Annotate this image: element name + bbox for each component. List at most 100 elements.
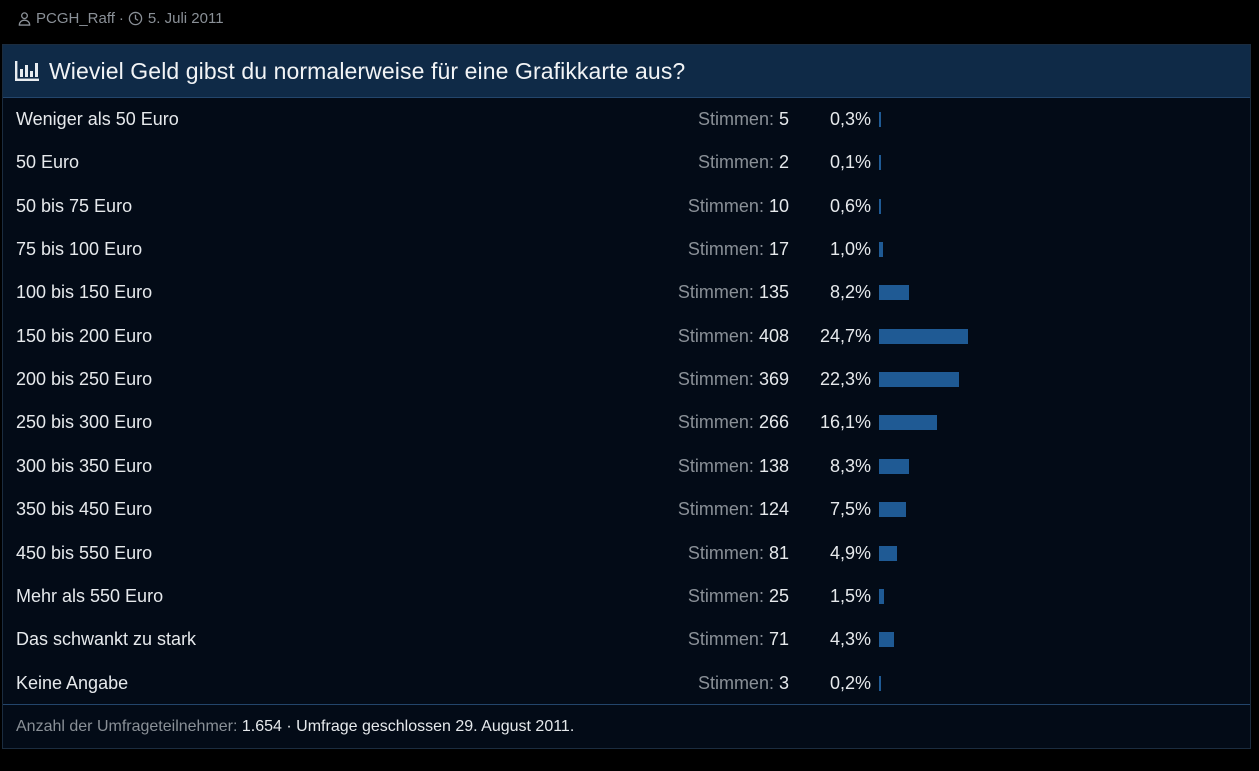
votes-label: Stimmen: bbox=[677, 369, 754, 390]
poll-footer: Anzahl der Umfrageteilnehmer: 1.654 · Um… bbox=[3, 704, 1250, 748]
poll-answer-percent: 8,2% bbox=[829, 282, 871, 303]
poll-bar-track bbox=[879, 458, 1239, 474]
poll-answer-row: 75 bis 100 Euro Stimmen: 17 1,0% bbox=[3, 228, 1250, 271]
votes-count: 124 bbox=[758, 499, 789, 520]
poll-answer-label: Weniger als 50 Euro bbox=[16, 109, 179, 129]
poll-answer-row: 300 bis 350 Euro Stimmen: 138 8,3% bbox=[3, 445, 1250, 488]
poll-bar-fill bbox=[879, 458, 909, 474]
poll-answer-votes: Stimmen: 369 bbox=[678, 369, 789, 390]
votes-label: Stimmen: bbox=[697, 672, 774, 693]
poll-answer-label: 50 bis 75 Euro bbox=[16, 195, 133, 216]
clock-icon bbox=[128, 10, 144, 26]
votes-label: Stimmen: bbox=[687, 629, 764, 650]
poll-bar-fill bbox=[879, 632, 895, 648]
votes-count: 71 bbox=[768, 629, 789, 650]
poll-answer-row: 450 bis 550 Euro Stimmen: 81 4,9% bbox=[3, 532, 1250, 575]
votes-count: 10 bbox=[768, 195, 789, 216]
poll-answer-label: 50 Euro bbox=[16, 152, 80, 173]
votes-count: 17 bbox=[768, 239, 789, 260]
thread-meta: PCGH_Raff · 5. Juli 2011 bbox=[16, 8, 224, 28]
poll-bar-track bbox=[879, 632, 1239, 648]
votes-label: Stimmen: bbox=[687, 585, 764, 606]
author-link[interactable]: PCGH_Raff bbox=[36, 9, 115, 27]
poll-answer-percent: 0,3% bbox=[829, 109, 871, 129]
poll-answer-percent: 8,3% bbox=[829, 455, 871, 476]
poll-bar-fill bbox=[879, 502, 906, 518]
poll-answer-votes: Stimmen: 408 bbox=[678, 326, 789, 347]
page-bottom-strip bbox=[0, 749, 1259, 771]
votes-label: Stimmen: bbox=[677, 282, 754, 303]
poll-answer-percent: 4,9% bbox=[829, 542, 871, 563]
votes-label: Stimmen: bbox=[687, 542, 764, 563]
poll-bar-fill bbox=[879, 155, 881, 171]
poll-answer-votes: Stimmen: 5 bbox=[698, 109, 789, 130]
poll-answer-label: Das schwankt zu stark bbox=[16, 629, 197, 650]
poll-answer-label: 350 bis 450 Euro bbox=[16, 499, 153, 520]
poll-answer-label: Mehr als 550 Euro bbox=[16, 585, 164, 606]
poll-answer-row: 350 bis 450 Euro Stimmen: 124 7,5% bbox=[3, 488, 1250, 531]
votes-label: Stimmen: bbox=[687, 195, 764, 216]
votes-count: 138 bbox=[758, 455, 789, 476]
poll-answer-percent: 1,0% bbox=[829, 239, 871, 260]
poll-bar-fill bbox=[879, 328, 968, 344]
poll-answer-percent: 0,6% bbox=[829, 195, 871, 216]
votes-label: Stimmen: bbox=[677, 499, 754, 520]
poll-bar-fill bbox=[879, 242, 883, 258]
poll-bar-track bbox=[879, 198, 1239, 214]
poll-bar-track bbox=[879, 415, 1239, 431]
poll-bar-fill bbox=[879, 112, 881, 127]
poll-answer-votes: Stimmen: 124 bbox=[678, 499, 789, 520]
poll-answer-label: 300 bis 350 Euro bbox=[16, 455, 153, 476]
user-icon bbox=[16, 10, 32, 26]
poll-answer-label: 250 bis 300 Euro bbox=[16, 412, 153, 433]
votes-count: 81 bbox=[768, 542, 789, 563]
poll-answer-votes: Stimmen: 3 bbox=[698, 673, 789, 694]
poll-bar-fill bbox=[879, 675, 881, 691]
poll-bar-track bbox=[879, 545, 1239, 561]
footer-separator: · bbox=[286, 717, 292, 735]
post-date-link[interactable]: 5. Juli 2011 bbox=[147, 9, 224, 27]
poll-answer-row: 200 bis 250 Euro Stimmen: 369 22,3% bbox=[3, 358, 1250, 401]
poll-answer-percent: 1,5% bbox=[829, 585, 871, 606]
votes-count: 266 bbox=[758, 412, 789, 433]
bar-chart-icon bbox=[15, 60, 41, 82]
poll-bar-fill bbox=[879, 588, 885, 604]
poll-answer-row: Das schwankt zu stark Stimmen: 71 4,3% bbox=[3, 618, 1250, 661]
poll-answer-row: Keine Angabe Stimmen: 3 0,2% bbox=[3, 662, 1250, 705]
votes-label: Stimmen: bbox=[697, 109, 774, 129]
poll-answer-votes: Stimmen: 2 bbox=[698, 152, 789, 173]
votes-count: 5 bbox=[778, 109, 789, 129]
poll-answer-percent: 0,1% bbox=[829, 152, 871, 173]
votes-label: Stimmen: bbox=[697, 152, 774, 173]
poll-answer-votes: Stimmen: 25 bbox=[688, 586, 789, 607]
poll-answer-percent: 16,1% bbox=[819, 412, 871, 433]
poll-bar-track bbox=[879, 588, 1239, 604]
poll-answer-percent: 0,2% bbox=[829, 672, 871, 693]
poll-answer-label: 200 bis 250 Euro bbox=[16, 369, 153, 390]
votes-count: 25 bbox=[768, 585, 789, 606]
poll-answer-percent: 4,3% bbox=[829, 629, 871, 650]
poll-bar-track bbox=[879, 112, 1239, 127]
poll-bar-track bbox=[879, 502, 1239, 518]
votes-label: Stimmen: bbox=[687, 239, 764, 260]
poll-answer-row: 150 bis 200 Euro Stimmen: 408 24,7% bbox=[3, 315, 1250, 358]
participants-count: 1.654 bbox=[241, 717, 282, 735]
votes-count: 135 bbox=[758, 282, 789, 303]
poll-bar-track bbox=[879, 372, 1239, 388]
poll-answer-label: 450 bis 550 Euro bbox=[16, 542, 153, 563]
votes-label: Stimmen: bbox=[677, 325, 754, 346]
meta-separator: · bbox=[118, 9, 124, 27]
poll-bar-fill bbox=[879, 285, 909, 301]
poll-answer-label: 100 bis 150 Euro bbox=[16, 282, 153, 303]
votes-count: 3 bbox=[778, 672, 789, 693]
poll-answer-label: Keine Angabe bbox=[16, 672, 129, 693]
poll-bar-track bbox=[879, 675, 1239, 691]
poll-answer-votes: Stimmen: 138 bbox=[678, 456, 789, 477]
poll-answer-votes: Stimmen: 71 bbox=[688, 629, 789, 650]
poll-bar-fill bbox=[879, 198, 882, 214]
poll-bar-track bbox=[879, 155, 1239, 171]
poll-bar-track bbox=[879, 328, 1239, 344]
votes-count: 2 bbox=[778, 152, 789, 173]
poll-answers: Weniger als 50 Euro Stimmen: 5 0,3% 50 Euro… bbox=[3, 98, 1250, 705]
poll-answer-percent: 24,7% bbox=[819, 325, 871, 346]
